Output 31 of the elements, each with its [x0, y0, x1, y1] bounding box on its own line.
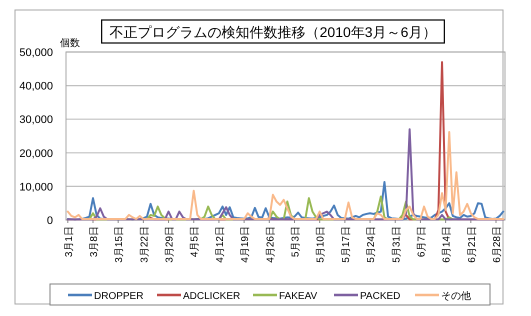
x-tick-label: 6月7日: [416, 226, 428, 258]
x-tick-label: 6月28日: [492, 226, 504, 263]
x-tick-label: 3月8日: [88, 226, 100, 258]
x-tick-label: 5月24日: [366, 226, 378, 263]
legend-label: FAKEAV: [279, 291, 318, 302]
y-tick-label: 50,000: [19, 47, 53, 59]
x-tick-label: 5月3日: [290, 226, 302, 258]
y-axis-title: 個数: [60, 38, 80, 49]
x-tick-label: 4月26日: [265, 226, 276, 263]
x-tick-label: 3月1日: [64, 226, 75, 258]
x-tick-label: 4月19日: [240, 226, 252, 263]
y-tick-label: 30,000: [19, 114, 53, 126]
legend-label: ADCLICKER: [183, 291, 240, 302]
x-tick-label: 5月17日: [340, 226, 352, 263]
legend-label: PACKED: [360, 291, 400, 302]
x-tick-label: 4月12日: [214, 226, 226, 263]
legend-label: DROPPER: [94, 291, 144, 302]
x-tick-label: 3月22日: [139, 226, 150, 263]
y-tick-label: 40,000: [19, 80, 53, 93]
y-tick-label: 20,000: [19, 148, 53, 160]
x-tick-label: 5月31日: [391, 226, 402, 263]
x-tick-label: 5月10日: [316, 226, 327, 263]
x-tick-label: 3月15日: [114, 226, 126, 263]
x-tick-label: 6月14日: [442, 226, 453, 263]
x-tick-label: 4月5日: [190, 226, 201, 258]
x-tick-label: 6月21日: [466, 226, 478, 263]
x-tick-label: 3月29日: [164, 226, 176, 263]
y-tick-label: 10,000: [19, 181, 53, 194]
legend-label: その他: [441, 290, 471, 302]
chart-title: 不正プログラムの検知件数推移（2010年3月～6月）: [110, 24, 436, 40]
y-tick-label: 0: [46, 215, 53, 227]
